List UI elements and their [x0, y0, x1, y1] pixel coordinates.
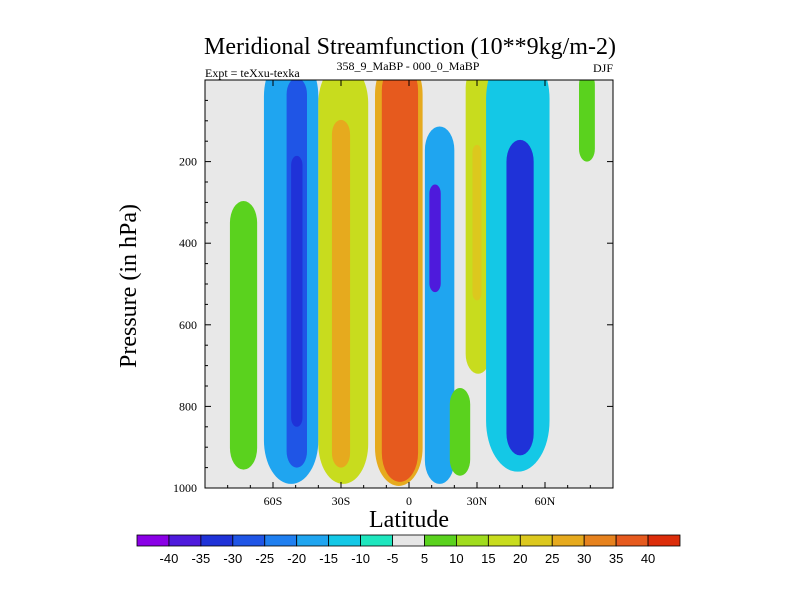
colorbar-label: 10 [449, 551, 463, 566]
colorbar-swatch [136, 534, 170, 547]
y-tick-label: 1000 [173, 481, 197, 495]
colorbar-label: -5 [387, 551, 399, 566]
x-axis-label: Latitude [369, 507, 449, 533]
colorbar-swatch [647, 534, 681, 547]
colorbar-swatch [392, 534, 425, 547]
x-tick-label: 30S [332, 494, 351, 508]
y-tick-label: 800 [179, 399, 197, 413]
colorbar-label: 25 [545, 551, 559, 566]
colorbar-swatch [296, 534, 330, 547]
colorbar-swatch [487, 534, 521, 547]
colorbar-swatch [456, 534, 489, 547]
colorbar-swatch [328, 534, 361, 547]
x-axis-ticks: 60S 30S 0 30N 60N [227, 80, 591, 508]
colorbar: -40 -35 -30 -25 -20 -15 -10 -5 5 10 15 20 25 30 35 40 [136, 534, 681, 566]
subtitle-left: Expt = teXxu-texka [205, 66, 300, 80]
colorbar-label: -30 [223, 551, 242, 566]
colorbar-swatch [424, 534, 457, 547]
colorbar-swatch [615, 534, 649, 547]
contour-region-northern-lower-positive-patch [449, 388, 471, 476]
colorbar-swatch [519, 534, 553, 547]
y-tick-label: 400 [179, 236, 197, 250]
contour-region-northern-high-latitude-weak-cell [579, 80, 595, 162]
colorbar-label: 5 [421, 551, 428, 566]
colorbar-label: -15 [319, 551, 338, 566]
colorbar-label: -35 [191, 551, 210, 566]
colorbar-swatch [360, 534, 393, 547]
contour-region-southern-positive-band-core [331, 119, 351, 468]
colorbar-label: 20 [513, 551, 527, 566]
y-tick-label: 200 [179, 155, 197, 169]
y-axis-label: Pressure (in hPa) [116, 204, 142, 368]
contour-regions [229, 80, 595, 486]
colorbar-swatch [232, 534, 266, 547]
x-tick-label: 0 [406, 494, 412, 508]
colorbar-label: -25 [255, 551, 274, 566]
colorbar-swatch [168, 534, 202, 547]
chart-title: Meridional Streamfunction (10**9kg/m-2) [204, 34, 616, 60]
contour-region-northern-subtropical-positive-core [472, 144, 482, 301]
contour-region-northern-mid-latitude-negative-core [506, 139, 534, 456]
x-tick-label: 60N [535, 494, 556, 508]
contour-region-hadley-cell-core [381, 80, 419, 482]
plot-area: 60S 30S 0 30N 60N 200 400 600 800 1000 [173, 79, 614, 508]
colorbar-swatch [551, 534, 585, 547]
subtitle-center: 358_9_MaBP - 000_0_MaBP [337, 59, 480, 73]
contour-region-southern-ferrel-cell-peak [291, 155, 303, 427]
x-tick-label: 60S [264, 494, 283, 508]
colorbar-label: -10 [351, 551, 370, 566]
colorbar-label: -20 [287, 551, 306, 566]
colorbar-label: 40 [641, 551, 655, 566]
subtitle-right: DJF [593, 61, 613, 75]
colorbar-label: 35 [609, 551, 623, 566]
colorbar-swatch [583, 534, 617, 547]
colorbar-label: 15 [481, 551, 495, 566]
colorbar-label: -40 [160, 551, 179, 566]
contour-region-southern-high-latitude-weak-cell [229, 201, 258, 470]
colorbar-label: 30 [577, 551, 591, 566]
y-tick-label: 600 [179, 318, 197, 332]
y-axis-ticks: 200 400 600 800 1000 [173, 99, 613, 495]
colorbar-swatch [200, 534, 234, 547]
x-tick-label: 30N [467, 494, 488, 508]
colorbar-swatch [264, 534, 298, 547]
contour-region-northern-tropical-negative-core [429, 184, 441, 293]
